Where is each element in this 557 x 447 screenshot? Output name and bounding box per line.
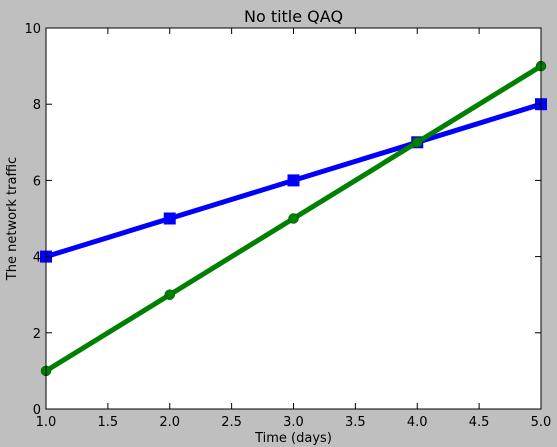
series-layer	[40, 60, 547, 377]
y-axis-label: The network traffic	[5, 157, 20, 281]
y-tick-label: 0	[33, 403, 41, 418]
x-axis-label: Time (days)	[254, 431, 332, 446]
x-tick-label: 3.5	[345, 415, 366, 430]
x-tick-label: 1.5	[98, 415, 119, 430]
y-tick-label: 2	[33, 327, 41, 342]
x-tick-label: 1.0	[36, 415, 57, 430]
x-tick-label: 2.5	[221, 415, 242, 430]
chart-title: No title QAQ	[244, 7, 343, 26]
y-tick-label: 4	[33, 251, 41, 266]
data-point	[164, 289, 175, 300]
data-point	[288, 213, 299, 224]
x-tick-label: 2.0	[159, 415, 180, 430]
ticks-layer: 1.0 1.5 2.0 2.5 3.0 3.5 4.0 4.5 5.0 0 2 4 6 8 10	[24, 22, 551, 430]
x-tick-label: 3.0	[283, 415, 304, 430]
y-tick-label: 10	[24, 22, 41, 37]
data-point	[163, 212, 176, 225]
x-tick-label: 4.5	[469, 415, 490, 430]
data-point	[412, 137, 423, 148]
x-tick-label: 4.0	[407, 415, 428, 430]
y-tick-label: 6	[33, 174, 41, 189]
data-point	[287, 174, 300, 187]
y-tick-label: 8	[33, 98, 41, 113]
x-tick-label: 5.0	[531, 415, 552, 430]
